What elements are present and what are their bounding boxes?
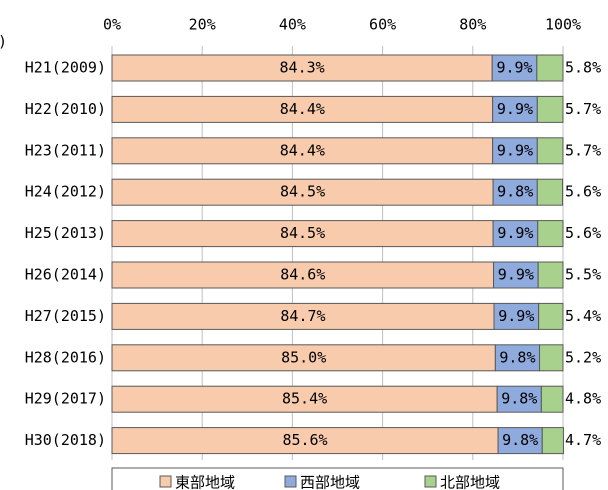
y-tick-label: H23(2011)	[25, 141, 106, 159]
data-label: 85.0%	[281, 348, 326, 366]
data-label: 84.4%	[280, 141, 325, 159]
data-label: 9.9%	[496, 59, 532, 77]
bar-segment	[539, 344, 564, 372]
bar-segment	[493, 261, 539, 289]
data-label: 84.5%	[280, 224, 325, 242]
bar-segment	[492, 220, 539, 248]
data-label: 5.4%	[565, 307, 601, 325]
bar-segment	[111, 54, 493, 82]
data-label: 84.4%	[280, 100, 325, 118]
x-tick-label: 0%	[103, 16, 121, 34]
bar-segment	[493, 302, 540, 330]
data-label: 9.8%	[501, 390, 537, 408]
x-tick-label: 40%	[279, 16, 306, 34]
data-label: 84.6%	[280, 266, 325, 284]
data-label: 5.5%	[565, 266, 601, 284]
y-tick-label: H21(2009)	[25, 59, 106, 77]
x-tick-label: 80%	[459, 16, 486, 34]
bar-segment	[111, 385, 498, 413]
data-label: 5.7%	[565, 100, 601, 118]
bar-segment	[537, 220, 564, 248]
legend-swatch	[284, 475, 297, 488]
legend-label: 北部地域	[440, 474, 500, 490]
y-tick-label: H29(2017)	[25, 390, 106, 408]
data-label: 85.4%	[282, 390, 327, 408]
data-label: 4.7%	[565, 431, 601, 449]
legend-swatch	[159, 475, 172, 488]
x-tick-label: 60%	[369, 16, 396, 34]
data-label: 4.8%	[565, 390, 601, 408]
data-label: 84.3%	[280, 59, 325, 77]
legend-label: 東部地域	[175, 474, 235, 490]
data-label: 5.8%	[565, 59, 601, 77]
data-label: 84.5%	[280, 183, 325, 201]
x-tick-label: 20%	[189, 16, 216, 34]
bar-segment	[111, 137, 494, 165]
data-label: 9.9%	[497, 141, 533, 159]
data-label: 5.6%	[565, 224, 601, 242]
data-label: 9.9%	[498, 307, 534, 325]
bar-segment	[111, 261, 495, 289]
data-label: 9.9%	[497, 100, 533, 118]
bar-segment	[492, 137, 538, 165]
data-label: 9.8%	[502, 431, 538, 449]
y-tick-label: H26(2014)	[25, 266, 106, 284]
data-label: 9.9%	[497, 224, 533, 242]
y-tick-label: H22(2010)	[25, 100, 106, 118]
annotation: )	[0, 33, 7, 51]
y-tick-label: H30(2018)	[25, 431, 106, 449]
y-tick-label: H27(2015)	[25, 307, 106, 325]
bar-segment	[111, 178, 494, 206]
data-label: 9.8%	[499, 348, 535, 366]
data-label: 9.8%	[497, 183, 533, 201]
bar-segment	[111, 220, 494, 248]
data-label: 5.6%	[565, 183, 601, 201]
y-tick-label: H28(2016)	[25, 348, 106, 366]
bar-segment	[541, 427, 564, 455]
legend-label: 西部地域	[300, 474, 360, 490]
y-tick-label: H25(2013)	[25, 224, 106, 242]
y-tick-label: H24(2012)	[25, 183, 106, 201]
bar-segment	[536, 95, 564, 123]
bar-segment	[540, 385, 564, 413]
bar-segment	[492, 178, 538, 206]
data-label: 85.6%	[282, 431, 327, 449]
bar-segment	[536, 178, 564, 206]
bar-segment	[492, 95, 538, 123]
data-label: 84.7%	[280, 307, 325, 325]
data-label: 5.7%	[565, 141, 601, 159]
x-tick-label: 100%	[545, 16, 581, 34]
data-label: 5.2%	[565, 348, 601, 366]
bar-segment	[538, 302, 564, 330]
bar-segment	[536, 54, 564, 82]
bar-segment	[537, 261, 564, 289]
bar-segment	[536, 137, 564, 165]
bar-segment	[496, 385, 542, 413]
legend-swatch	[424, 475, 437, 488]
data-label: 9.9%	[498, 266, 534, 284]
bar-segment	[111, 302, 495, 330]
legend-box	[111, 467, 564, 490]
